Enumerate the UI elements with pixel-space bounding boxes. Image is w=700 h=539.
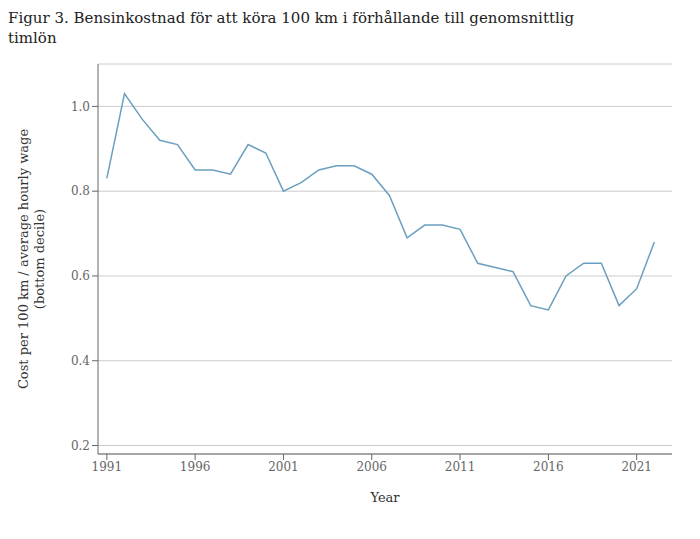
svg-text:Cost per 100 km / average hour: Cost per 100 km / average hourly wage(bo… <box>16 129 47 389</box>
html-text:Figur 3. Bensinkostnad för att: Figur 3. Bensinkostnad för att köra 100 … <box>8 9 575 27</box>
svg-text:1.0: 1.0 <box>71 100 90 114</box>
svg-text:2016: 2016 <box>533 460 564 474</box>
svg-text:2021: 2021 <box>621 460 652 474</box>
svg-text:0.6: 0.6 <box>71 269 90 283</box>
svg-text:0.2: 0.2 <box>71 439 90 453</box>
svg-text:2011: 2011 <box>445 460 476 474</box>
svg-text:2001: 2001 <box>268 460 299 474</box>
svg-text:Year: Year <box>369 490 400 505</box>
svg-text:0.8: 0.8 <box>71 184 90 198</box>
svg-text:2006: 2006 <box>356 460 387 474</box>
svg-text:1996: 1996 <box>180 460 211 474</box>
html-text:timlön: timlön <box>8 29 57 47</box>
svg-text:0.4: 0.4 <box>71 354 90 368</box>
svg-text:1991: 1991 <box>92 460 123 474</box>
